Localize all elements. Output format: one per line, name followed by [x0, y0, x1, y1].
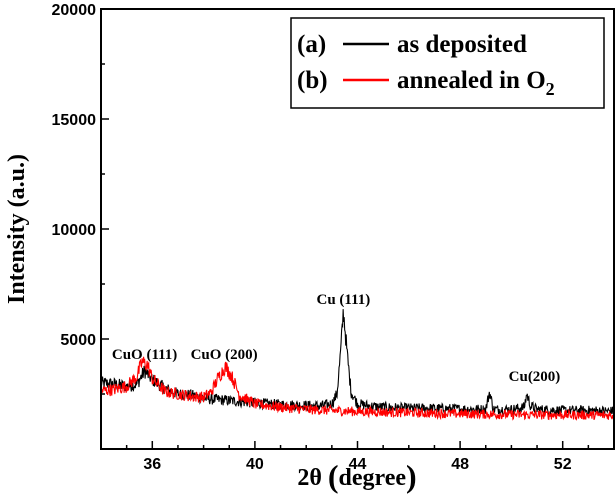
- x-axis-title-open-paren: (: [328, 458, 339, 494]
- x-tick-label: 52: [554, 456, 572, 473]
- peak-annotations: CuO (111) CuO (200) Cu (111) Cu(200): [112, 292, 560, 385]
- y-tick-label: 10000: [52, 222, 97, 239]
- series-layer: [100, 309, 615, 421]
- legend: (a) as deposited (b) annealed in O2: [290, 17, 605, 109]
- legend-a-label: as deposited: [397, 31, 527, 58]
- x-tick-label: 40: [246, 456, 264, 473]
- peak-label: Cu (111): [317, 292, 371, 308]
- peak-label: CuO (200): [191, 347, 258, 363]
- x-axis-title-unit: degree: [339, 465, 407, 491]
- series-line-annealed: [100, 356, 615, 421]
- series-line-as-deposited: [100, 309, 615, 417]
- x-tick-label: 44: [349, 456, 367, 473]
- y-axis: 5000 10000 15000 20000: [52, 2, 109, 450]
- x-axis-title-main: 2θ: [297, 465, 322, 491]
- peak-label: CuO (111): [112, 347, 177, 363]
- legend-b-prefix: (b): [297, 67, 328, 94]
- y-tick-label: 15000: [52, 112, 97, 129]
- legend-a-prefix: (a): [297, 31, 326, 58]
- y-tick-label: 20000: [52, 2, 97, 19]
- legend-b-label-subscript: 2: [546, 79, 555, 99]
- x-tick-label: 36: [143, 456, 161, 473]
- y-tick-label: 5000: [60, 332, 96, 349]
- legend-b-label: annealed in O2: [397, 67, 555, 99]
- y-axis-title: Intensity (a.u.): [4, 154, 30, 304]
- legend-b-label-main: annealed in O: [397, 67, 546, 94]
- x-axis-title-close-paren: ): [406, 458, 417, 494]
- x-tick-label: 48: [451, 456, 469, 473]
- peak-label: Cu(200): [509, 369, 561, 385]
- x-axis: 36 40 44 48 52: [100, 441, 615, 473]
- x-axis-title: 2θ (degree): [297, 458, 416, 494]
- legend-box: [290, 17, 605, 109]
